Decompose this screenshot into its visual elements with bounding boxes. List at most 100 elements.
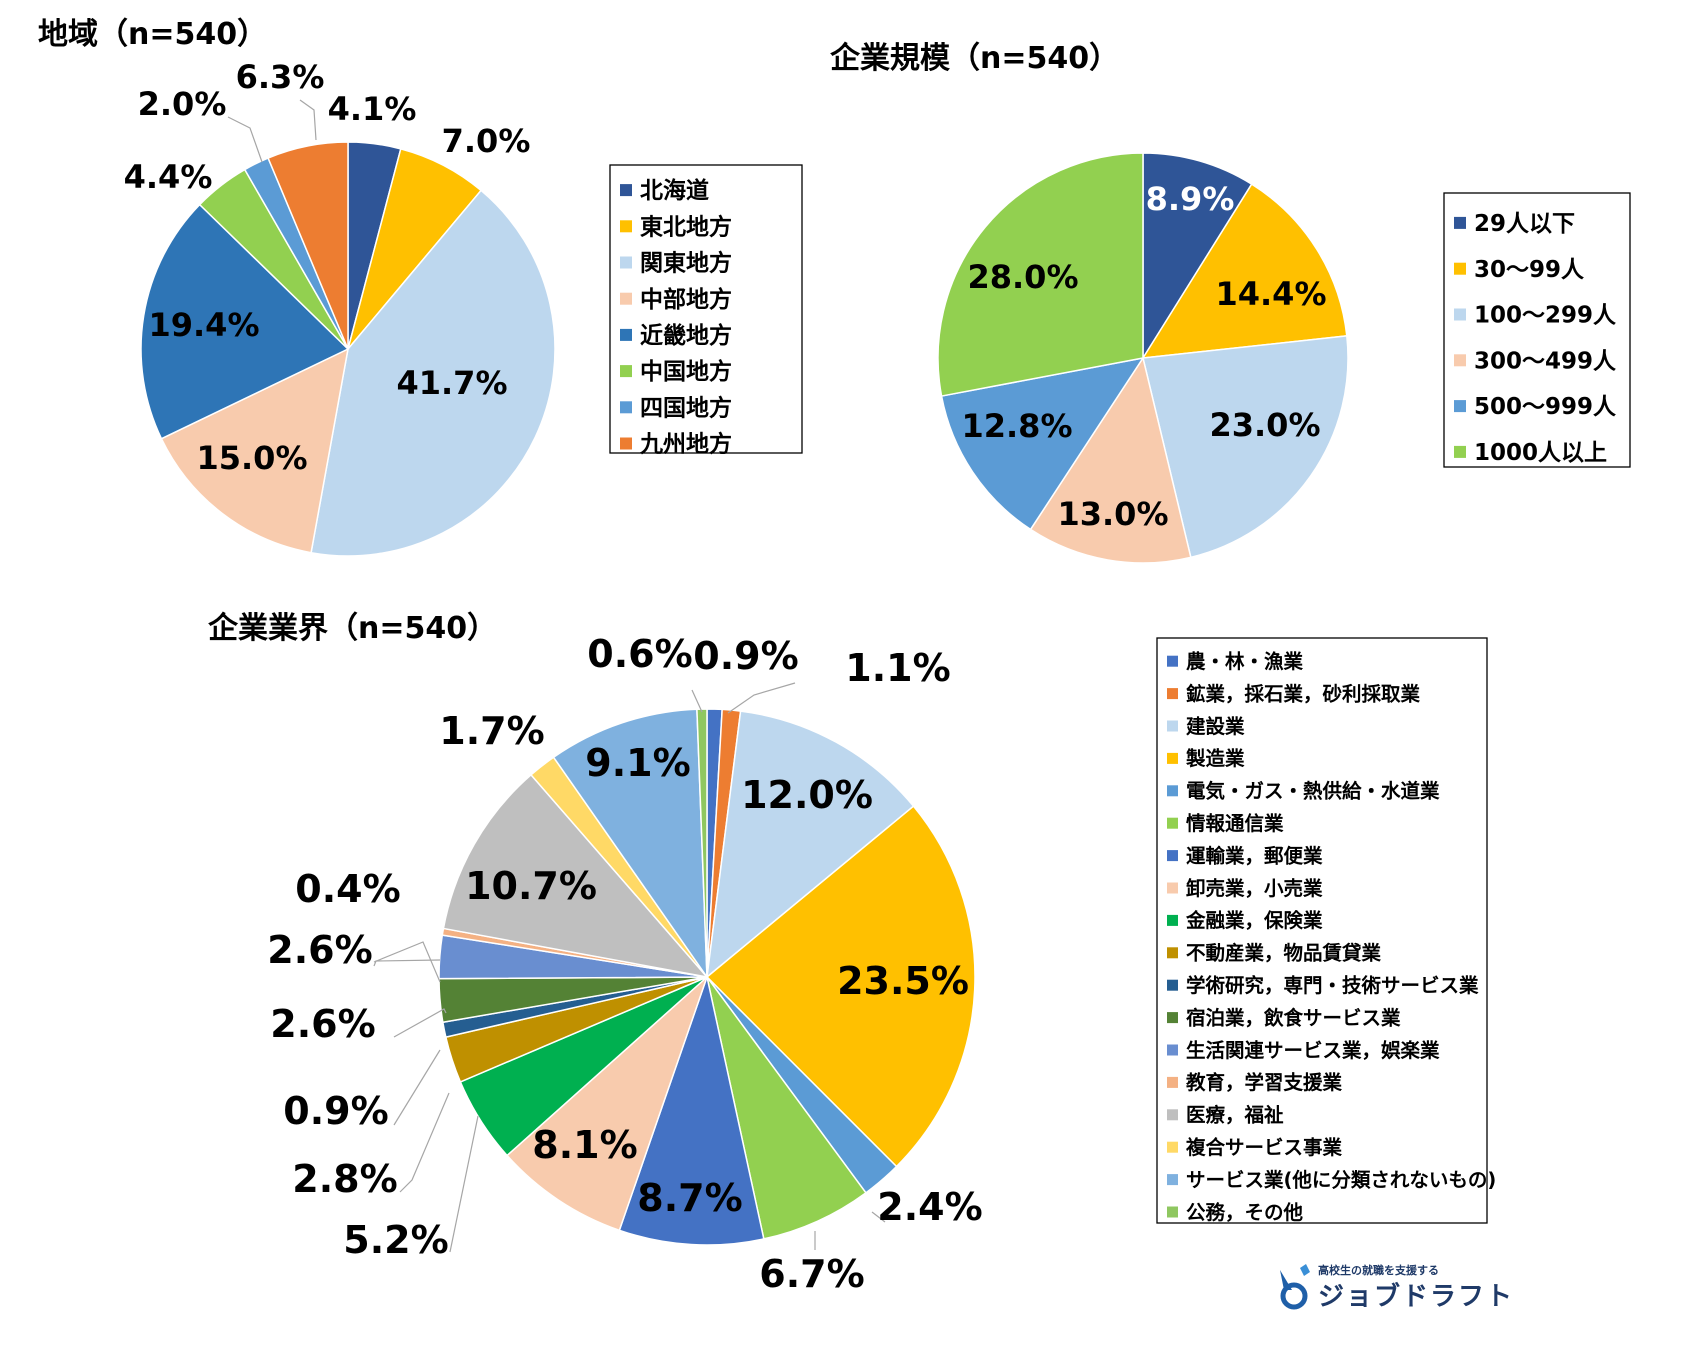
value-label-6: 28.0% <box>967 258 1078 296</box>
value-label-15: 10.7% <box>465 864 597 908</box>
pie-slice-6 <box>706 976 867 1240</box>
legend-swatch-5 <box>1454 400 1466 413</box>
pie-slice-3 <box>1142 335 1349 559</box>
legend-swatch-4 <box>620 292 632 305</box>
industry-leader-lines <box>373 682 886 1253</box>
legend-swatch-5 <box>1167 785 1178 797</box>
leader-line-9 <box>449 1115 479 1253</box>
legend-swatch-6 <box>1167 817 1178 829</box>
legend-label-6: 中国地方 <box>640 358 732 385</box>
legend-label-14: 教育，学習支援業 <box>1186 1071 1343 1094</box>
legend-label-8: 卸売業，小売業 <box>1186 877 1323 900</box>
legend-swatch-14 <box>1167 1076 1178 1088</box>
value-label-4: 15.0% <box>196 439 307 477</box>
logo-tagline: 高校生の就職を支援する <box>1318 1264 1439 1277</box>
value-label-12: 2.6% <box>270 1002 375 1046</box>
leader-line-5 <box>871 1211 886 1223</box>
value-label-10: 2.8% <box>292 1157 397 1201</box>
legend-label-12: 宿泊業，飲食サービス業 <box>1186 1006 1401 1029</box>
legend-swatch-18 <box>1167 1206 1178 1218</box>
legend-swatch-3 <box>1167 720 1178 732</box>
company-size-pie-chart: 企業規模（n=540） 8.9% 14.4% 23.0% 13.0% 12.8% 28.0… <box>830 41 1631 564</box>
legend-label-5: 500～999人 <box>1474 394 1617 420</box>
legend-label-2: 30～99人 <box>1474 257 1585 283</box>
legend-swatch-4 <box>1454 354 1466 367</box>
legend-label-2: 鉱業，採石業，砂利採取業 <box>1186 682 1421 705</box>
legend-label-1: 北海道 <box>640 177 709 204</box>
legend-label-6: 1000人以上 <box>1474 440 1607 466</box>
legend-label-2: 東北地方 <box>640 213 732 240</box>
legend-label-16: 複合サービス事業 <box>1185 1136 1343 1159</box>
legend-swatch-10 <box>1167 947 1178 959</box>
legend-swatch-12 <box>1167 1012 1178 1024</box>
company-size-pie-slices <box>937 152 1349 564</box>
legend-label-13: 生活関連サービス業，娯楽業 <box>1186 1039 1440 1062</box>
pie-slice-18 <box>696 708 708 978</box>
legend-frame <box>1156 637 1488 1224</box>
value-label-1: 8.9% <box>1146 180 1235 218</box>
legend-swatch-13 <box>1167 1044 1178 1056</box>
value-label-14: 0.4% <box>295 867 400 911</box>
value-label-17: 9.1% <box>585 741 690 785</box>
company-size-value-labels: 8.9% 14.4% 23.0% 13.0% 12.8% 28.0% <box>961 180 1326 533</box>
pie-slice-3 <box>706 710 915 979</box>
value-label-18: 0.6% <box>587 632 692 676</box>
value-label-2: 1.1% <box>845 646 950 690</box>
value-label-4: 23.5% <box>837 959 969 1003</box>
company-size-chart-title: 企業規模（n=540） <box>830 41 1119 76</box>
value-label-6: 4.4% <box>124 158 213 196</box>
legend-swatch-7 <box>1167 850 1178 862</box>
leader-line-8 <box>299 99 317 141</box>
leader-line-18 <box>691 689 703 713</box>
legend-swatch-3 <box>620 256 632 269</box>
legend-swatch-11 <box>1167 979 1178 991</box>
legend-swatch-17 <box>1167 1174 1178 1186</box>
legend-swatch-1 <box>1167 655 1178 667</box>
value-label-8: 6.3% <box>236 58 325 96</box>
leader-line-10 <box>399 1092 450 1193</box>
region-chart-title: 地域（n=540） <box>38 17 267 52</box>
jobdraft-mark-icon <box>1280 1264 1310 1310</box>
pie-slice-5 <box>140 203 350 440</box>
legend-swatch-8 <box>620 437 632 450</box>
pie-slice-5 <box>940 356 1145 531</box>
value-label-3: 12.0% <box>741 773 873 817</box>
legend-label-5: 近畿地方 <box>640 322 732 349</box>
legend-label-15: 医療，福祉 <box>1186 1104 1284 1127</box>
legend-swatch-2 <box>620 220 632 233</box>
legend-label-11: 学術研究，専門・技術サービス業 <box>1186 974 1479 997</box>
legend-swatch-9 <box>1167 914 1178 926</box>
region-pie-chart: 地域（n=540） 4.1% 7.0% 41.7% 15.0% 19.4% 4.4% 2.0… <box>38 17 803 557</box>
industry-pie-slices <box>438 708 976 1246</box>
value-label-5: 2.4% <box>877 1185 982 1229</box>
legend-swatch-2 <box>1167 688 1178 700</box>
legend-swatch-7 <box>620 401 632 414</box>
value-label-1: 0.9% <box>693 634 798 678</box>
value-label-11: 0.9% <box>283 1089 388 1133</box>
pie-slice-8 <box>267 141 349 350</box>
legend-frame <box>609 164 803 454</box>
legend-label-17: サービス業(他に分類されないもの) <box>1186 1168 1496 1191</box>
legend-label-18: 公務，その他 <box>1186 1201 1304 1224</box>
company-size-legend: 29人以下 30～99人 100～299人 300～499人 500～999人 1000人… <box>1443 192 1631 468</box>
value-label-6: 6.7% <box>759 1252 864 1296</box>
value-label-1: 4.1% <box>328 90 417 128</box>
value-label-3: 23.0% <box>1209 406 1320 444</box>
pie-slice-2 <box>1141 183 1348 359</box>
value-label-3: 41.7% <box>396 364 507 402</box>
pie-slice-4 <box>160 347 350 554</box>
legend-swatch-1 <box>620 184 632 197</box>
legend-label-7: 四国地方 <box>640 394 732 421</box>
industry-chart-title: 企業業界（n=540） <box>208 611 497 646</box>
region-value-labels: 4.1% 7.0% 41.7% 15.0% 19.4% 4.4% 2.0%6.3% <box>124 58 531 477</box>
legend-swatch-3 <box>1454 308 1466 321</box>
value-label-13: 2.6% <box>267 928 372 972</box>
legend-label-8: 九州地方 <box>639 431 732 458</box>
region-leader-lines <box>227 99 317 163</box>
legend-label-4: 製造業 <box>1185 747 1245 770</box>
legend-swatch-5 <box>620 328 632 341</box>
pie-slice-4 <box>705 805 976 1168</box>
industry-value-labels: 0.9% 1.1% 12.0% 23.5% 2.4% 6.7% 8.7%8.1% 5.2% 2.… <box>267 632 982 1296</box>
